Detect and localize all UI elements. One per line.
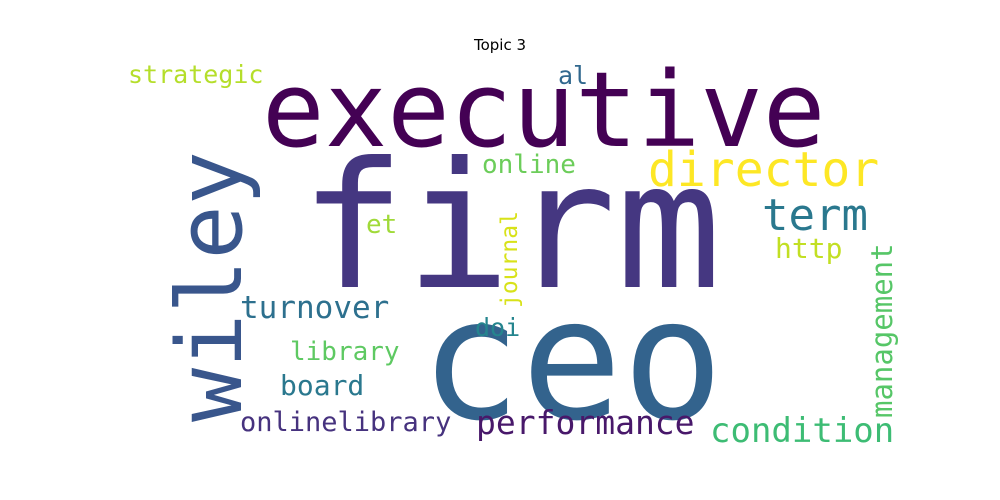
word-al: al xyxy=(558,61,588,90)
word-strategic: strategic xyxy=(128,60,263,89)
word-ceo: ceo xyxy=(420,262,723,458)
word-turnover: turnover xyxy=(240,290,389,326)
word-director: director xyxy=(648,142,879,198)
word-journal: journal xyxy=(497,211,523,308)
word-doi: doi xyxy=(475,313,520,342)
word-condition: condition xyxy=(710,411,894,451)
word-wiley: wiley xyxy=(158,151,263,422)
word-library: library xyxy=(290,337,400,367)
word-http: http xyxy=(775,232,842,265)
word-executive: executive xyxy=(262,49,826,171)
word-board: board xyxy=(280,369,364,402)
word-firm: firm xyxy=(300,126,721,329)
word-performance: performance xyxy=(476,403,695,442)
word-online: online xyxy=(482,150,576,180)
word-et: et xyxy=(366,210,397,240)
chart-title: Topic 3 xyxy=(473,36,527,54)
word-management: management xyxy=(865,243,899,418)
word-onlinelibrary: onlinelibrary xyxy=(240,407,451,438)
word-term: term xyxy=(762,190,868,241)
